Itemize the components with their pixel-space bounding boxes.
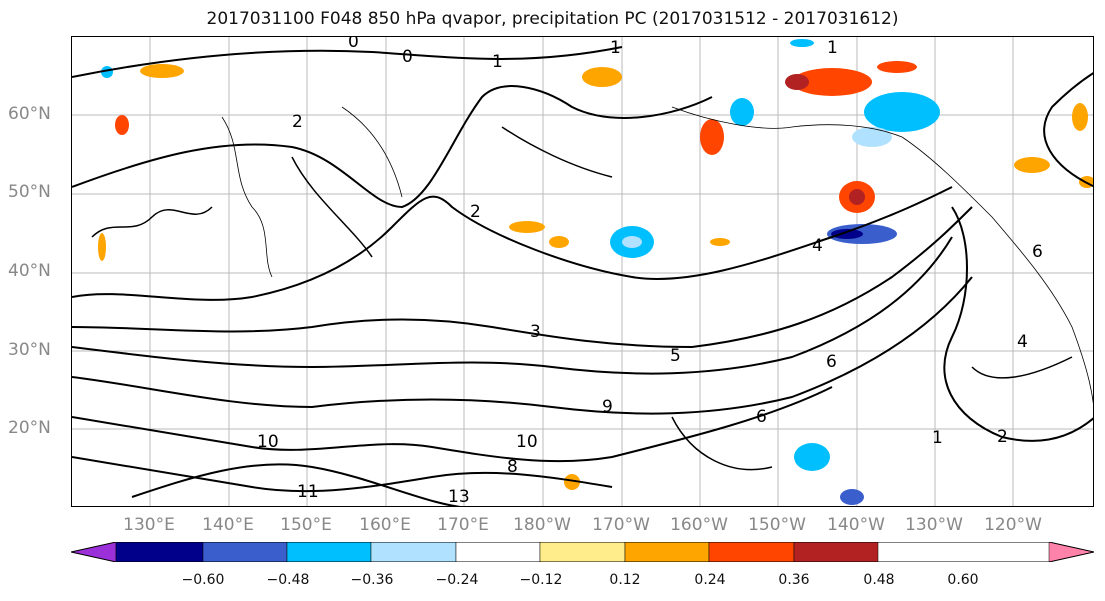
contour-labels: 0 0 1 1 1 2 2 3 4 5 6 6 8 9 10 10 11 13 … xyxy=(257,37,1043,507)
colorbar-tick-label: −0.48 xyxy=(266,572,310,588)
contour-label: 4 xyxy=(812,236,823,256)
contour-label: 1 xyxy=(932,428,943,448)
coastlines xyxy=(221,106,1093,404)
contour-label: 6 xyxy=(826,352,837,372)
colorbar xyxy=(71,542,1094,562)
colorbar-segment xyxy=(624,542,710,562)
contour-label: 5 xyxy=(670,346,681,366)
lat-label-30n: 30°N xyxy=(8,340,51,360)
colorbar-tick-label: −0.12 xyxy=(519,572,563,588)
contour-label: 1 xyxy=(827,38,838,58)
contour-label: 1 xyxy=(610,38,621,58)
lat-label-20n: 20°N xyxy=(8,418,51,438)
contour-label: 2 xyxy=(997,427,1008,447)
lon-label-160e: 160°E xyxy=(359,515,411,535)
contour-label: 1 xyxy=(492,52,503,72)
colorbar-segment xyxy=(370,542,457,562)
colorbar-segment xyxy=(539,542,626,562)
lon-label-170w: 170°W xyxy=(592,515,650,535)
lat-label-40n: 40°N xyxy=(8,261,51,281)
colorbar-tick-label: 0.48 xyxy=(863,572,895,588)
colorbar-tick-label: 0.12 xyxy=(609,572,641,588)
lon-label-150e: 150°E xyxy=(280,515,332,535)
contour-label: 2 xyxy=(470,202,481,222)
colorbar-segment xyxy=(286,542,372,562)
lon-label-150w: 150°W xyxy=(748,515,806,535)
map-title: 2017031100 F048 850 hPa qvapor, precipit… xyxy=(206,9,899,29)
colorbar-segment xyxy=(115,542,204,562)
contour-label: 0 xyxy=(348,37,359,52)
contour-label: 10 xyxy=(257,432,279,452)
colorbar-segment xyxy=(71,542,117,562)
lon-label-130w: 130°W xyxy=(905,515,963,535)
contour-label: 4 xyxy=(1017,332,1028,352)
colorbar-tick-label: 0.60 xyxy=(947,572,979,588)
lon-label-180w: 180°W xyxy=(513,515,571,535)
contour-label: 8 xyxy=(507,457,518,477)
contour-label: 0 xyxy=(402,47,413,67)
lon-label-140w: 140°W xyxy=(827,515,885,535)
colorbar-tick-label: 0.24 xyxy=(694,572,726,588)
contour-label: 6 xyxy=(756,407,767,427)
colorbar-tick-label: −0.24 xyxy=(435,572,479,588)
contour-label: 6 xyxy=(1032,242,1043,262)
colorbar-segment xyxy=(455,542,541,562)
contour-label: 2 xyxy=(292,112,303,132)
lon-label-170e: 170°E xyxy=(437,515,489,535)
map-panel: 0 0 1 1 1 2 2 3 4 5 6 6 8 9 10 10 11 13 … xyxy=(71,36,1094,507)
map-plot: 0 0 1 1 1 2 2 3 4 5 6 6 8 9 10 10 11 13 … xyxy=(72,37,1093,507)
lon-label-130e: 130°E xyxy=(123,515,175,535)
contour-label: 3 xyxy=(530,322,541,342)
colorbar-segment xyxy=(793,542,879,562)
lat-label-50n: 50°N xyxy=(8,182,51,202)
colorbar-tick-label: −0.36 xyxy=(350,572,394,588)
contour-label: 10 xyxy=(516,432,538,452)
contour-label: 9 xyxy=(602,397,613,417)
qvapor-contours xyxy=(72,46,1093,506)
lon-label-120w: 120°W xyxy=(984,515,1042,535)
gridlines xyxy=(72,37,1093,506)
colorbar-segment xyxy=(1048,542,1094,562)
lon-label-140e: 140°E xyxy=(202,515,254,535)
contour-label: 13 xyxy=(448,487,470,507)
qvapor-contours-thin xyxy=(91,126,1073,471)
precip-shading xyxy=(98,39,1093,505)
lon-label-160w: 160°W xyxy=(670,515,728,535)
colorbar-tick-label: 0.36 xyxy=(778,572,810,588)
colorbar-tick-label: −0.60 xyxy=(181,572,225,588)
colorbar-segment xyxy=(202,542,288,562)
colorbar-segments xyxy=(71,542,1094,562)
lat-label-60n: 60°N xyxy=(8,104,51,124)
contour-label: 11 xyxy=(297,482,319,502)
colorbar-segment xyxy=(708,542,795,562)
